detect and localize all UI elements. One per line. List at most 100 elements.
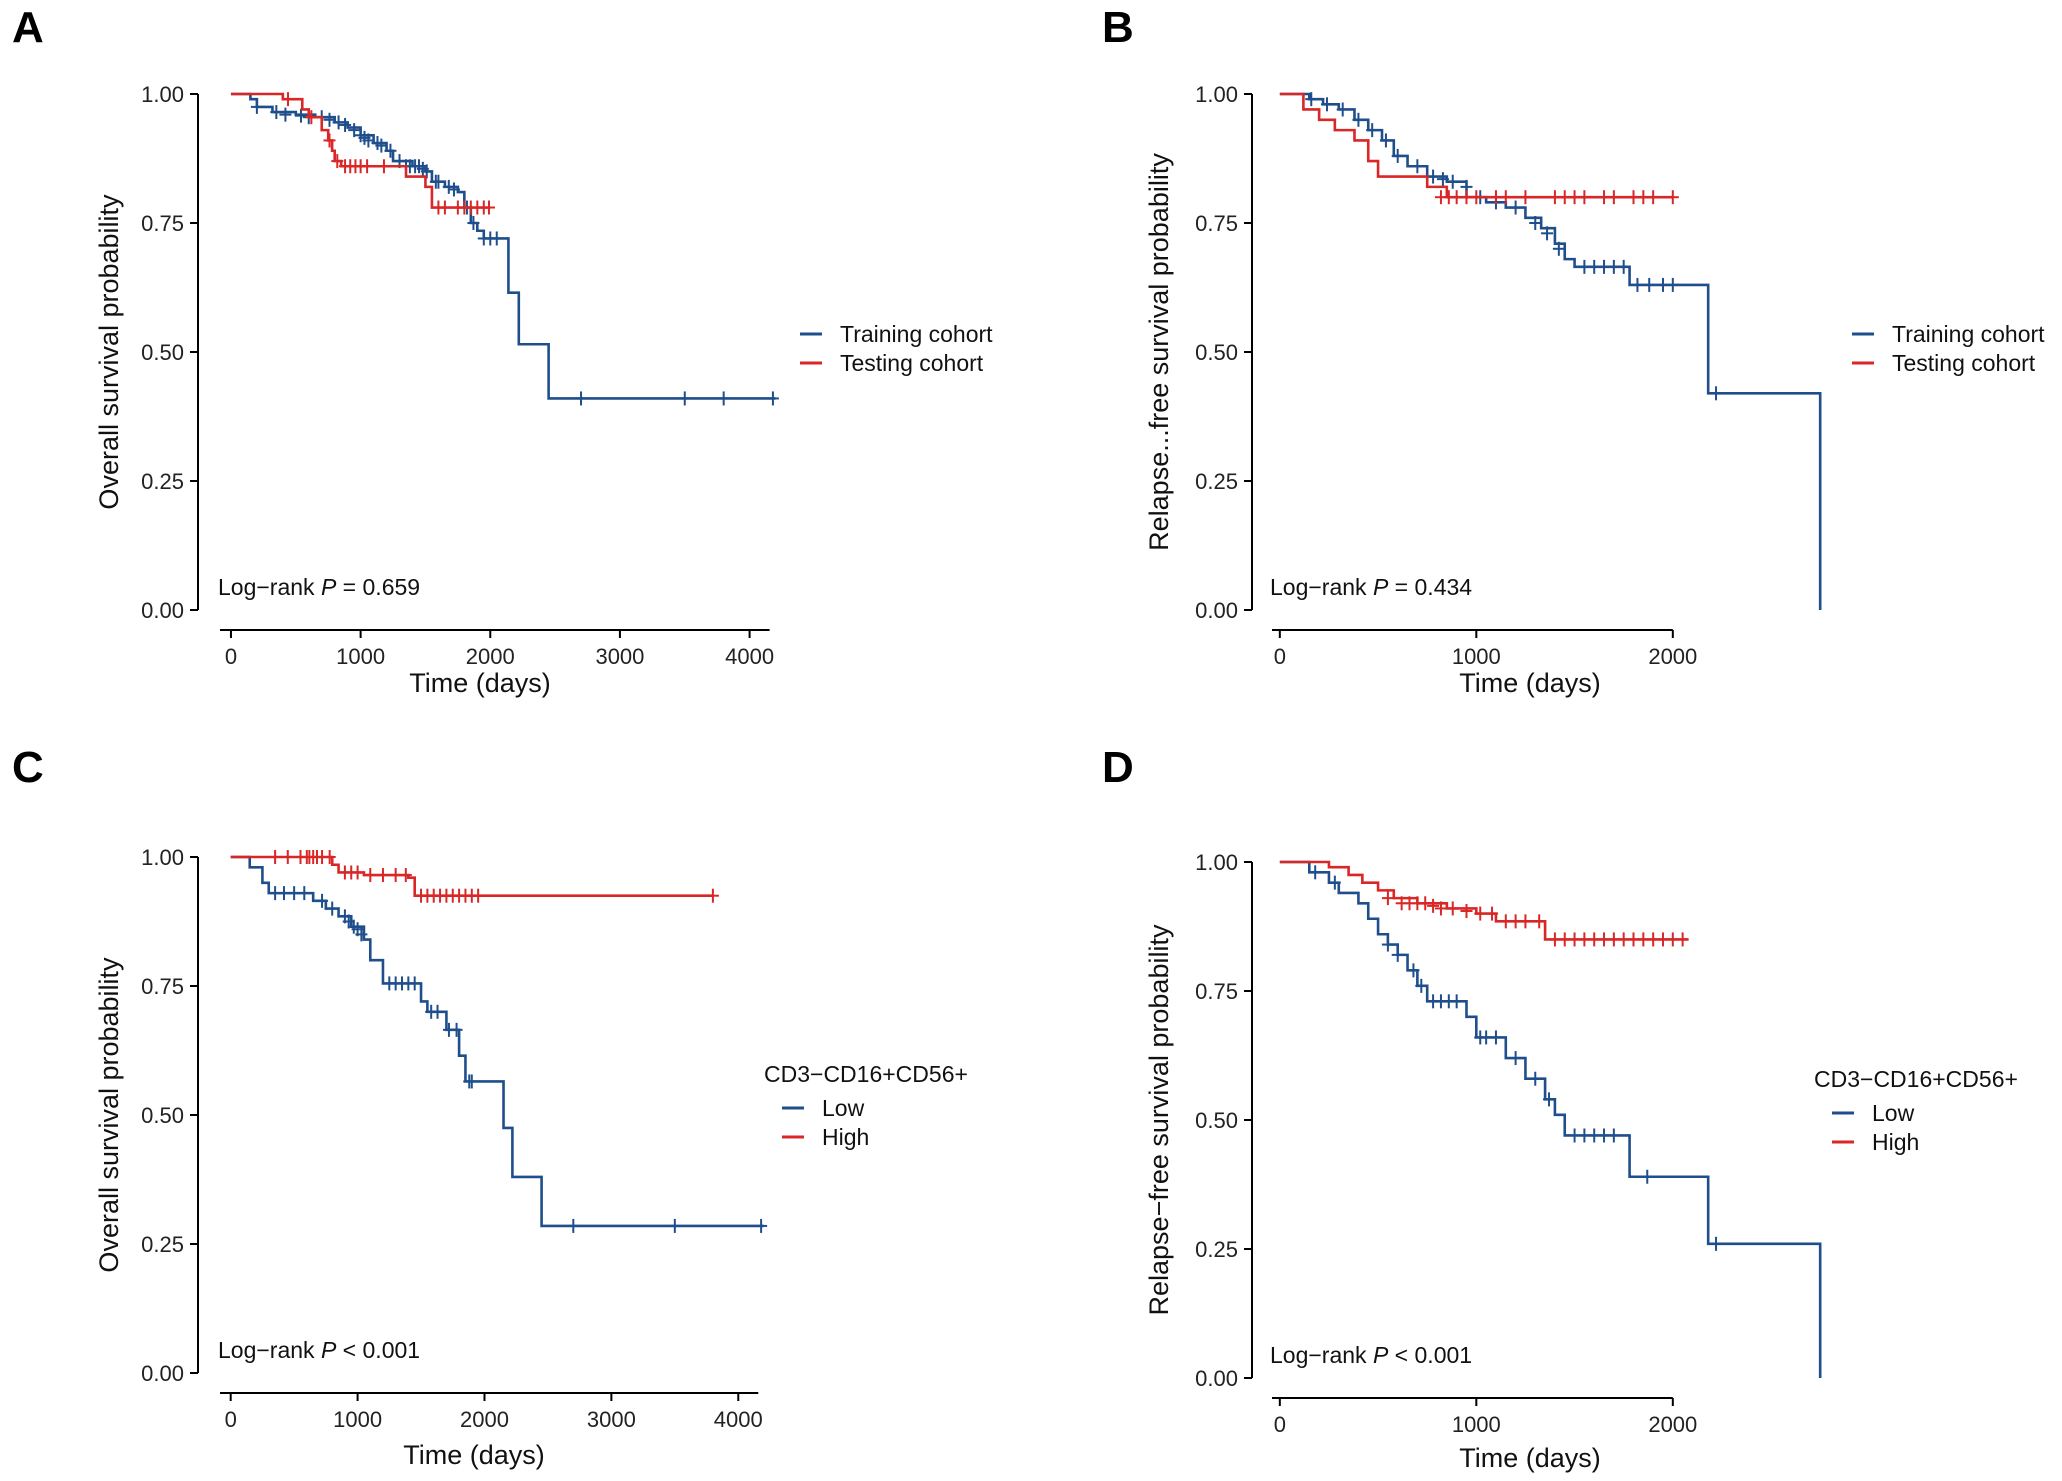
logrank-annotation: Log−rank P < 0.001 [1270,1342,1472,1368]
censor-mark [326,901,339,916]
censor-mark [316,893,329,908]
censor-mark [323,112,336,127]
censor-mark [1470,190,1483,205]
censor-mark [1366,123,1379,138]
x-tick-label: 1000 [336,644,385,669]
censor-mark [323,133,336,148]
y-tick-label: 0.50 [1195,340,1238,365]
annotation-prefix: Log−rank [218,1337,321,1363]
censor-mark [331,154,344,169]
censor-mark [447,182,460,197]
censor-mark [467,216,480,230]
censor-mark [1450,994,1463,1009]
censor-mark [442,179,455,194]
panel-letter: C [12,743,44,792]
censor-mark [355,927,368,942]
censor-mark [1607,1128,1620,1143]
censor-mark [1617,259,1630,274]
censor-mark [438,200,451,215]
annotation-value: = 0.434 [1388,574,1472,600]
y-tick-label: 1.00 [1195,82,1238,107]
censor-mark [431,1004,444,1019]
y-tick-label: 0.00 [141,598,184,623]
panel-letter: B [1102,3,1134,52]
y-tick-label: 0.25 [1195,469,1238,494]
censor-mark [1460,904,1473,919]
censor-mark [1666,277,1679,292]
legend-label: Low [822,1095,865,1121]
logrank-annotation: Log−rank P = 0.659 [218,574,420,600]
x-tick-label: 0 [225,644,237,669]
censor-mark [1499,190,1512,205]
panel-b: B 0.00 0.25 0.50 0.75 1.00 0 1000 2000 Time (days… [1102,3,2045,698]
x-tick-label: 0 [1274,644,1286,669]
y-axis-title: Overall survival probability [94,194,124,510]
x-tick-label: 0 [225,1407,237,1432]
y-tick-label: 0.25 [141,469,184,494]
y-axis-title: Relapse−free survival probability [1144,924,1174,1315]
censor-mark [1710,386,1723,401]
legend-title: CD3−CD16+CD56+ [764,1061,968,1087]
panel-letter: D [1102,743,1134,792]
censor-mark [1379,133,1392,148]
censor-mark [766,391,779,406]
censor-mark [375,138,388,153]
censor-mark [298,886,311,901]
x-tick-label: 2000 [466,644,515,669]
legend-title: CD3−CD16+CD56+ [1814,1066,2018,1092]
censor-mark [1529,216,1542,230]
x-axis-title: Time (days) [1459,668,1601,698]
y-tick-label: 0.50 [141,1103,184,1128]
legend-label: Testing cohort [1892,350,2036,376]
censor-mark [1541,226,1554,241]
km-curve-training-cohort [230,92,776,400]
censor-mark [1446,901,1459,916]
censor-mark [1666,190,1679,205]
y-tick-label: 0.75 [141,211,184,236]
censor-mark [1446,174,1459,189]
legend-label: Training cohort [840,321,993,347]
censor-mark [1328,875,1341,890]
x-tick-label: 2000 [1648,1412,1697,1437]
censor-mark [1407,963,1420,978]
censor-mark [1305,92,1318,107]
censor-mark [250,99,263,114]
x-tick-label: 3000 [587,1407,636,1432]
y-tick-label: 0.00 [1195,598,1238,623]
y-tick-label: 0.50 [141,340,184,365]
censor-mark [1381,937,1394,952]
censor-mark [1543,1092,1556,1107]
censor-mark [1643,277,1656,292]
censor-mark [277,886,290,901]
km-curve-low [230,855,764,1228]
panel-c: C 0.00 0.25 0.50 0.75 1.00 0 1000 2000 3000 4000 Ti… [12,743,968,1470]
censor-mark [1509,1051,1522,1066]
km-curve-high [1279,860,1689,941]
y-axis-title: Relapse...free survival probability [1144,153,1174,551]
legend-label: Low [1872,1100,1915,1126]
annotation-value: < 0.001 [336,1337,420,1363]
censor-mark [1427,169,1440,184]
x-tick-label: 3000 [595,644,644,669]
censor-mark [294,108,307,123]
censor-mark [1320,97,1333,112]
censor-mark [1519,190,1532,205]
panel-letter: A [12,3,44,52]
x-tick-label: 1000 [1452,644,1501,669]
censor-mark [288,886,301,901]
censor-mark [482,200,495,215]
censor-mark [399,868,412,883]
x-tick-label: 1000 [1452,1412,1501,1437]
censor-mark [490,231,503,246]
y-tick-label: 0.00 [1195,1366,1238,1391]
annotation-p: P [1373,574,1389,600]
censor-mark [351,865,364,880]
censor-mark [384,143,397,158]
y-tick-label: 0.75 [1195,979,1238,1004]
annotation-prefix: Log−rank [218,574,321,600]
censor-mark [678,391,691,406]
x-tick-label: 0 [1274,1412,1286,1437]
y-tick-label: 0.00 [141,1361,184,1386]
censor-mark [1391,148,1404,163]
km-curve-high [230,855,713,897]
